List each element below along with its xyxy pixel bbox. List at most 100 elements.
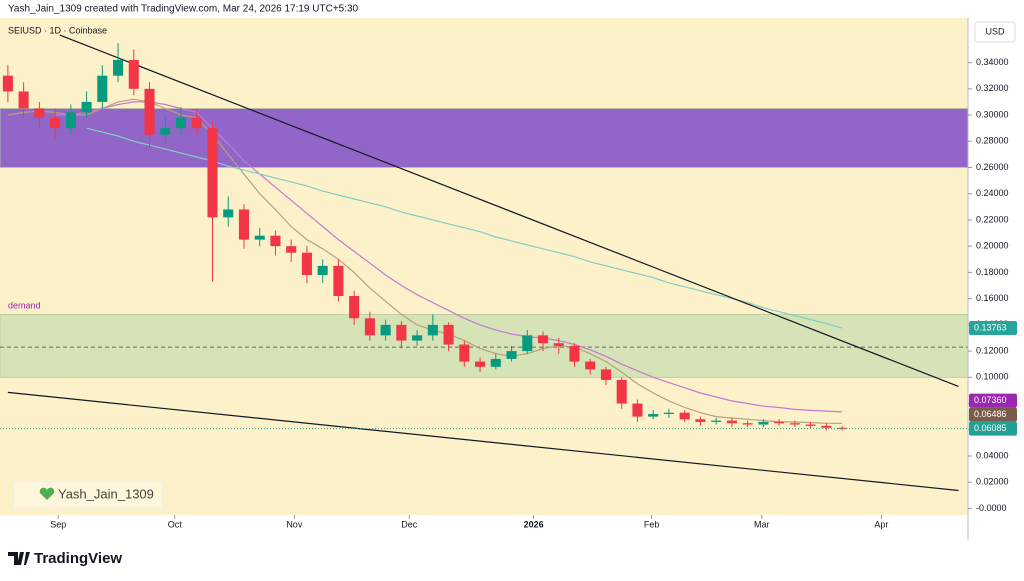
candle-body: [789, 423, 800, 425]
candle-body: [207, 128, 218, 218]
price-label-bg: [969, 320, 1017, 335]
candle-body: [537, 335, 549, 344]
candle-body: [553, 343, 564, 346]
trendline: [59, 34, 959, 388]
logo-icon[interactable]: [8, 552, 30, 565]
y-tick-label: 0.26000: [976, 162, 1009, 172]
zone: [0, 313, 968, 378]
candle-body: [333, 265, 344, 297]
plot-area: [0, 18, 968, 515]
candle-body: [695, 419, 706, 422]
x-tick-label: Mar: [754, 519, 770, 529]
candle-body: [663, 412, 674, 415]
trendline: [7, 391, 959, 492]
candle-body: [632, 403, 643, 417]
x-tick-label: 2026: [524, 519, 544, 529]
y-tick-label: 0.16000: [976, 293, 1009, 303]
price-label-bg: [969, 393, 1017, 408]
candle-body: [522, 335, 533, 352]
plot: [0, 34, 968, 492]
price-label: 0.06085: [974, 423, 1007, 433]
candle-body: [585, 361, 596, 370]
x-tick-label: Nov: [286, 519, 303, 529]
candle-body: [412, 335, 423, 341]
candle-body: [191, 117, 202, 129]
x-tick-label: Dec: [401, 519, 418, 529]
y-tick-label: 0.30000: [976, 109, 1009, 119]
symbol: SEIUSD · 1D · Coinbase: [8, 25, 107, 35]
y-tick-label: 0.04000: [976, 450, 1009, 460]
y-tick-label: -0.0000: [976, 503, 1007, 513]
candle-body: [837, 427, 848, 429]
zone: [0, 108, 968, 168]
candle-body: [506, 351, 517, 359]
candle-body: [50, 117, 61, 129]
candle-body: [2, 75, 13, 92]
zone-label: demand: [8, 301, 41, 311]
candle-body: [758, 421, 769, 425]
candle-body: [286, 246, 297, 253]
candle-body: [18, 91, 29, 109]
y-tick-label: 0.34000: [976, 57, 1009, 67]
candle-body: [270, 235, 281, 247]
candle-body: [726, 420, 737, 424]
price-label: 0.06486: [974, 409, 1007, 419]
candle-body: [317, 265, 328, 276]
candle-body: [443, 324, 454, 345]
y-tick-label: 0.22000: [976, 214, 1009, 224]
y-tick-label: 0.24000: [976, 188, 1009, 198]
candle-body: [490, 358, 501, 367]
candle-body: [349, 296, 360, 319]
candle-body: [569, 345, 580, 362]
candle-body: [711, 420, 722, 422]
candle-body: [97, 75, 108, 102]
candle-body: [160, 128, 171, 135]
candle-body: [821, 425, 832, 428]
y-tick-label: 0.10000: [976, 372, 1009, 382]
heart-icon: [39, 487, 55, 500]
y-tick-label: 0.02000: [976, 477, 1009, 487]
watermark-bg: [13, 481, 163, 509]
watermark: Yash_Jain_1309: [58, 486, 154, 501]
x-tick-label: Apr: [874, 519, 888, 529]
candle-body: [380, 324, 391, 336]
candle-body: [128, 59, 139, 89]
y-tick-label: 0.12000: [976, 345, 1009, 355]
header: Yash_Jain_1309 created with TradingView.…: [8, 4, 359, 15]
candle-body: [459, 344, 470, 362]
candle-body: [805, 424, 816, 426]
candle-body: [223, 209, 234, 218]
candle-body: [774, 421, 785, 424]
candle-body: [238, 209, 250, 240]
logo[interactable]: TradingView: [8, 550, 122, 567]
candle-body: [65, 112, 76, 129]
y-tick-label: 0.28000: [976, 136, 1009, 146]
candle-body: [113, 59, 124, 76]
price-label-bg: [969, 421, 1017, 436]
price-label: 0.07360: [974, 395, 1007, 405]
candle-body: [616, 379, 627, 404]
moving-average: [55, 101, 843, 413]
candle-body: [648, 414, 659, 417]
candle-body: [301, 252, 312, 276]
brand[interactable]: TradingView: [34, 550, 122, 567]
candle-body: [34, 108, 45, 118]
y-tick-label: 0.32000: [976, 83, 1009, 93]
x-tick-label: Oct: [168, 519, 183, 529]
y-tick-label: 0.20000: [976, 241, 1009, 251]
candle-body: [427, 324, 438, 336]
candle-body: [475, 361, 486, 367]
currency[interactable]: USD: [985, 26, 1005, 36]
x-tick-label: Sep: [50, 519, 66, 529]
y-tick-label: 0.18000: [976, 267, 1009, 277]
candle-body: [364, 318, 375, 336]
candle-body: [396, 324, 407, 341]
candle-body: [254, 235, 265, 240]
watermark-box: Yash_Jain_1309: [13, 481, 163, 509]
price-label-bg: [969, 407, 1017, 422]
x-tick-label: Feb: [644, 519, 660, 529]
currency-box[interactable]: [974, 21, 1016, 43]
candle-body: [742, 423, 753, 425]
